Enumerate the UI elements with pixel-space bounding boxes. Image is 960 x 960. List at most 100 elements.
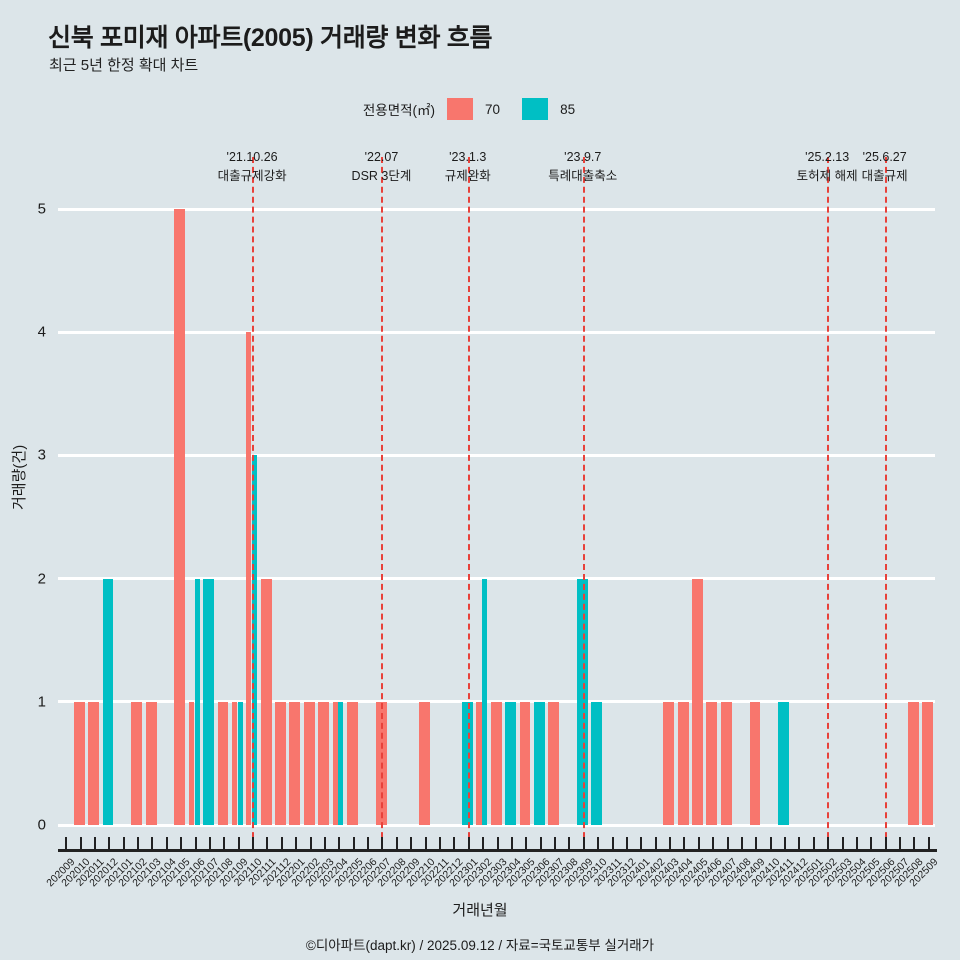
x-tick (568, 837, 571, 849)
bar-70[interactable] (907, 701, 919, 825)
bar-70[interactable] (145, 701, 157, 825)
bar-70[interactable] (332, 701, 338, 825)
bar-70[interactable] (88, 701, 100, 825)
x-tick (812, 837, 815, 849)
event-date: '21.10.26 (226, 150, 278, 164)
bar-70[interactable] (289, 701, 301, 825)
bar-85[interactable] (591, 701, 603, 825)
legend-title: 전용면적(㎡) (362, 103, 436, 118)
bar-70[interactable] (663, 701, 675, 825)
x-tick (79, 837, 82, 849)
x-axis-label: 거래년월 (452, 902, 508, 919)
bar-85[interactable] (252, 455, 258, 825)
bar-70[interactable] (519, 701, 531, 825)
x-tick (669, 837, 672, 849)
bar-70[interactable] (260, 578, 272, 825)
bar-70[interactable] (548, 701, 560, 825)
bar-85[interactable] (482, 578, 488, 825)
bar-85[interactable] (203, 578, 215, 825)
gridline (58, 700, 935, 704)
bar-70[interactable] (720, 701, 732, 825)
x-tick (712, 837, 715, 849)
bar-85[interactable] (102, 578, 114, 825)
legend: 전용면적(㎡) 70 85 (0, 98, 960, 120)
bar-85[interactable] (338, 701, 344, 825)
bar-70[interactable] (217, 701, 229, 825)
event-date: '25.2.13 (805, 150, 850, 164)
event-annotation: '23.1.3 규제완화 (445, 148, 491, 187)
gridline (58, 823, 935, 827)
x-tick (467, 837, 470, 849)
bar-85[interactable] (505, 701, 517, 825)
x-tick (194, 837, 197, 849)
bar-70[interactable] (749, 701, 761, 825)
x-tick (438, 837, 441, 849)
x-tick (424, 837, 427, 849)
x-tick (410, 837, 413, 849)
x-tick (367, 837, 370, 849)
x-tick (295, 837, 298, 849)
x-tick (769, 837, 772, 849)
event-description: 특례대출축소 (548, 169, 618, 184)
bar-70[interactable] (303, 701, 315, 825)
x-tick (165, 837, 168, 849)
bar-70[interactable] (188, 701, 194, 825)
event-description: 규제완화 (444, 169, 491, 184)
gridline (58, 577, 935, 581)
page-subtitle: 최근 5년 한정 확대 차트 (49, 57, 199, 74)
bar-85[interactable] (194, 578, 200, 825)
bar-70[interactable] (418, 701, 430, 825)
y-tick-label: 4 (37, 323, 46, 341)
bar-70[interactable] (375, 701, 387, 825)
x-tick (252, 837, 255, 849)
bar-70[interactable] (692, 578, 703, 825)
bar-70[interactable] (706, 701, 718, 825)
x-tick (899, 837, 902, 849)
x-tick (122, 837, 125, 849)
x-tick (784, 837, 787, 849)
x-tick (740, 837, 743, 849)
bar-85[interactable] (533, 701, 545, 825)
x-tick (93, 837, 96, 849)
bar-70[interactable] (246, 332, 252, 825)
bar-70[interactable] (231, 701, 238, 825)
bar-70[interactable] (318, 701, 330, 825)
legend-swatch-70 (447, 98, 474, 120)
gridline (58, 207, 935, 211)
event-date: '23.1.3 (449, 150, 487, 164)
x-tick (496, 837, 499, 849)
x-tick (683, 837, 686, 849)
legend-item-70[interactable]: 70 (447, 98, 522, 120)
bar-70[interactable] (131, 701, 143, 825)
bar-70[interactable] (174, 209, 186, 825)
x-tick (597, 837, 600, 849)
bar-85[interactable] (778, 701, 790, 825)
bar-85[interactable] (577, 578, 588, 825)
legend-item-85[interactable]: 85 (522, 98, 597, 120)
x-tick (726, 837, 729, 849)
x-tick (323, 837, 326, 849)
bar-70[interactable] (677, 701, 689, 825)
y-tick-label: 2 (37, 570, 46, 588)
bar-70[interactable] (346, 701, 358, 825)
x-tick (654, 837, 657, 849)
bar-70[interactable] (73, 701, 85, 825)
x-tick (280, 837, 283, 849)
event-marker-line (381, 157, 384, 848)
x-tick (237, 837, 240, 849)
x-tick (223, 837, 226, 849)
x-tick (625, 837, 628, 849)
x-tick (395, 837, 398, 849)
bar-70[interactable] (922, 701, 933, 825)
x-tick (309, 837, 312, 849)
bar-70[interactable] (490, 701, 502, 825)
event-description: DSR 3단계 (351, 169, 412, 184)
bar-70[interactable] (476, 701, 482, 825)
x-tick (151, 837, 154, 849)
bar-70[interactable] (275, 701, 286, 825)
x-tick (855, 837, 858, 849)
bar-85[interactable] (237, 701, 243, 825)
bar-85[interactable] (461, 701, 473, 825)
x-tick (841, 837, 844, 849)
event-annotation: '25.2.13 토허제 해제 (797, 148, 858, 187)
